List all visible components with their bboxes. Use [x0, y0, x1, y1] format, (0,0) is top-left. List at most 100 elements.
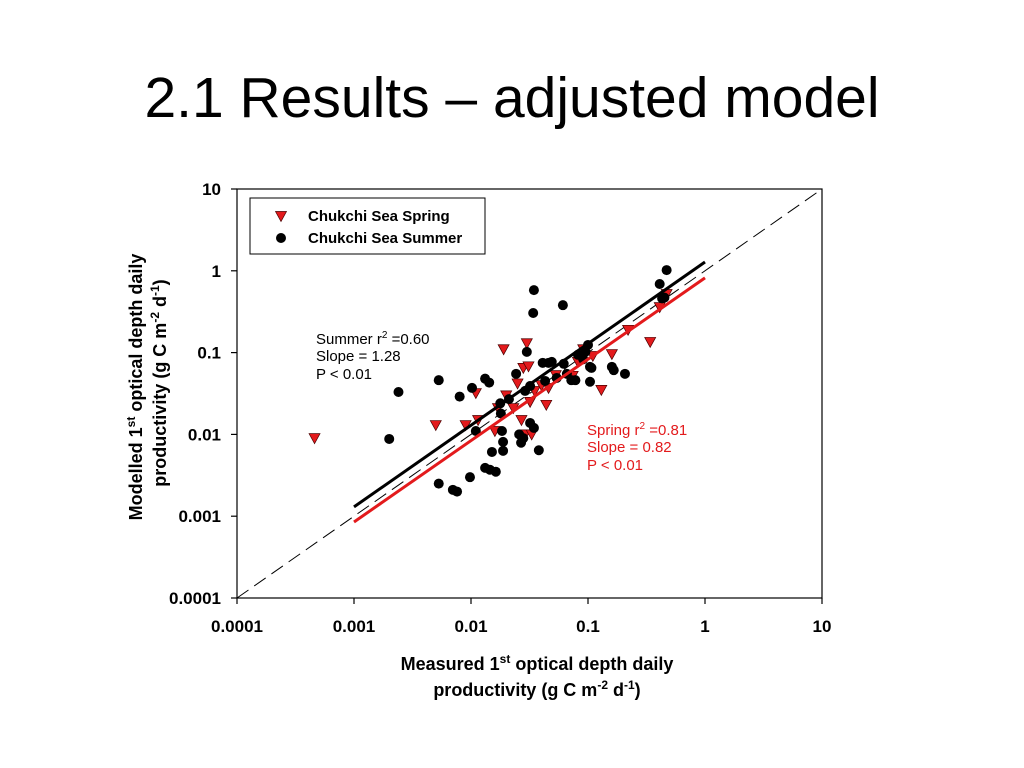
summer-r-label: Summer r: [316, 331, 382, 348]
spring-r-label: Spring r: [587, 422, 640, 439]
fit-lines-layer: [353, 260, 706, 524]
x-tick-label: 0.001: [333, 617, 376, 636]
y-tick-label: 10: [202, 180, 221, 199]
y-axis-label-text: Modelled 1: [126, 427, 146, 520]
summer-point: [518, 433, 529, 444]
spring-point: [605, 349, 618, 361]
reference-layer: [236, 188, 823, 599]
x-axis-label-sup: -1: [624, 678, 635, 692]
summer-point: [540, 375, 551, 386]
summer-point: [433, 375, 444, 386]
summer-point: [528, 422, 539, 433]
x-axis-label-line2: productivity (g C m-2 d-1): [433, 678, 640, 700]
summer-point: [454, 391, 465, 402]
y-tick-label: 0.0001: [169, 589, 221, 608]
summer-point: [511, 368, 522, 379]
summer-point: [490, 466, 501, 477]
y-axis-label-text: d: [150, 296, 170, 312]
x-tick-label: 0.1: [576, 617, 600, 636]
summer-point: [467, 382, 478, 393]
summer-stats: Summer r2 =0.60 Slope = 1.28 P < 0.01: [316, 330, 430, 383]
y-tick-label: 0.001: [178, 507, 221, 526]
summer-r-value: =0.60: [387, 331, 429, 348]
summer-point: [608, 365, 619, 376]
y-axis-label-sup: -2: [148, 312, 162, 323]
y-axis-label-line2: productivity (g C m-2 d-1): [148, 279, 170, 486]
y-axis-label-text: optical depth daily: [126, 254, 146, 417]
y-tick-label: 0.01: [188, 425, 221, 444]
summer-point: [619, 368, 630, 379]
legend-spring-label: Chukchi Sea Spring: [308, 208, 450, 225]
spring-r2-text: Spring r2 =0.81: [587, 421, 687, 439]
summer-point: [570, 375, 581, 386]
legend-summer-label: Chukchi Sea Summer: [308, 230, 462, 247]
summer-point: [659, 292, 670, 303]
summer-point: [384, 433, 395, 444]
summer-r-sup: 2: [382, 330, 388, 341]
spring-point: [595, 385, 608, 397]
summer-point: [654, 278, 665, 289]
spring-slope-text: Slope = 0.82: [587, 439, 672, 456]
reference-line: [236, 188, 823, 599]
summer-r2-text: Summer r2 =0.60: [316, 330, 430, 348]
spring-point: [515, 415, 528, 427]
legend-box: [249, 197, 486, 255]
summer-p-text: P < 0.01: [316, 366, 372, 383]
summer-point: [498, 445, 509, 456]
y-axis-label-sup: st: [124, 417, 138, 428]
y-tick-label: 1: [212, 262, 221, 281]
axes-layer: 0.0001 0.001 0.01 0.1 1 10 10 1 0.1 0.01 0.001 0.00…: [169, 180, 831, 636]
y-tick-label: 0.1: [197, 344, 221, 363]
summer-point: [452, 486, 463, 497]
x-tick-label: 10: [813, 617, 832, 636]
summer-point: [496, 426, 507, 437]
x-axis-label-text: optical depth daily: [510, 654, 673, 674]
x-axis-label-sup: st: [500, 652, 511, 666]
y-axis-label-text: ): [150, 279, 170, 285]
summer-point: [521, 346, 532, 357]
spring-point: [429, 420, 442, 432]
spring-point: [520, 338, 533, 350]
spring-point: [644, 337, 657, 349]
points-layer: [308, 265, 673, 497]
x-tick-label: 0.0001: [211, 617, 263, 636]
x-axis-label-text: ): [635, 680, 641, 700]
summer-point: [528, 307, 539, 318]
spring-r-sup: 2: [640, 421, 646, 432]
spring-r-value: =0.81: [645, 422, 687, 439]
y-axis-label-line1: Modelled 1st optical depth daily: [124, 254, 146, 521]
summer-point: [557, 300, 568, 311]
slide-title: 2.1 Results – adjusted model: [144, 66, 879, 130]
summer-point: [393, 386, 404, 397]
x-tick-label: 0.01: [454, 617, 487, 636]
y-axis-label-sup: -1: [148, 285, 162, 296]
spring-point: [540, 399, 553, 412]
legend-summer-marker: [276, 233, 286, 243]
summer-point: [661, 265, 672, 276]
summer-point: [486, 446, 497, 457]
summer-regression-line: [353, 260, 706, 509]
x-axis-label-text: Measured 1: [401, 654, 500, 674]
summer-point: [584, 376, 595, 387]
legend: Chukchi Sea Spring Chukchi Sea Summer: [249, 197, 486, 255]
plot-frame: [236, 188, 823, 599]
spring-p-text: P < 0.01: [587, 457, 643, 474]
summer-point: [546, 356, 557, 367]
x-axis-label-text: d: [608, 680, 624, 700]
spring-point: [497, 344, 510, 356]
summer-point: [464, 472, 475, 483]
summer-point: [495, 408, 506, 419]
spring-regression-line: [353, 276, 706, 524]
y-axis-label-text: productivity (g C m: [150, 323, 170, 487]
x-axis-label-text: productivity (g C m: [433, 680, 597, 700]
spring-point: [511, 378, 524, 390]
summer-slope-text: Slope = 1.28: [316, 348, 401, 365]
x-axis-label-sup: -2: [597, 678, 608, 692]
summer-point: [484, 377, 495, 388]
summer-point: [498, 436, 509, 447]
summer-point: [470, 426, 481, 437]
x-tick-label: 1: [700, 617, 709, 636]
summer-point: [433, 478, 444, 489]
summer-point: [586, 362, 597, 373]
